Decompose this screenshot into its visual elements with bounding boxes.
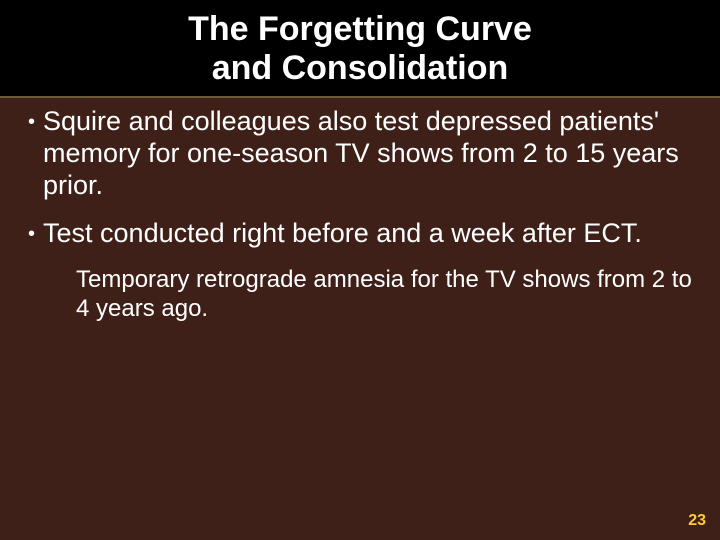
bullet-text: Squire and colleagues also test depresse…	[43, 106, 692, 202]
page-number: 23	[688, 512, 706, 530]
bullet-marker-icon: •	[28, 106, 35, 138]
title-line-1: The Forgetting Curve	[188, 10, 532, 48]
title-line-2: and Consolidation	[212, 49, 509, 87]
title-band: The Forgetting Curve and Consolidation	[0, 0, 720, 98]
bullet-marker-icon: •	[28, 218, 35, 250]
bullet-text: Test conducted right before and a week a…	[43, 218, 642, 250]
bullet-item: • Test conducted right before and a week…	[28, 218, 692, 250]
bullet-item: • Squire and colleagues also test depres…	[28, 106, 692, 202]
slide-title: The Forgetting Curve and Consolidation	[0, 10, 720, 88]
content-area: • Squire and colleagues also test depres…	[0, 98, 720, 323]
sub-bullet-item: Temporary retrograde amnesia for the TV …	[76, 266, 692, 324]
sub-bullet-text: Temporary retrograde amnesia for the TV …	[76, 266, 692, 322]
